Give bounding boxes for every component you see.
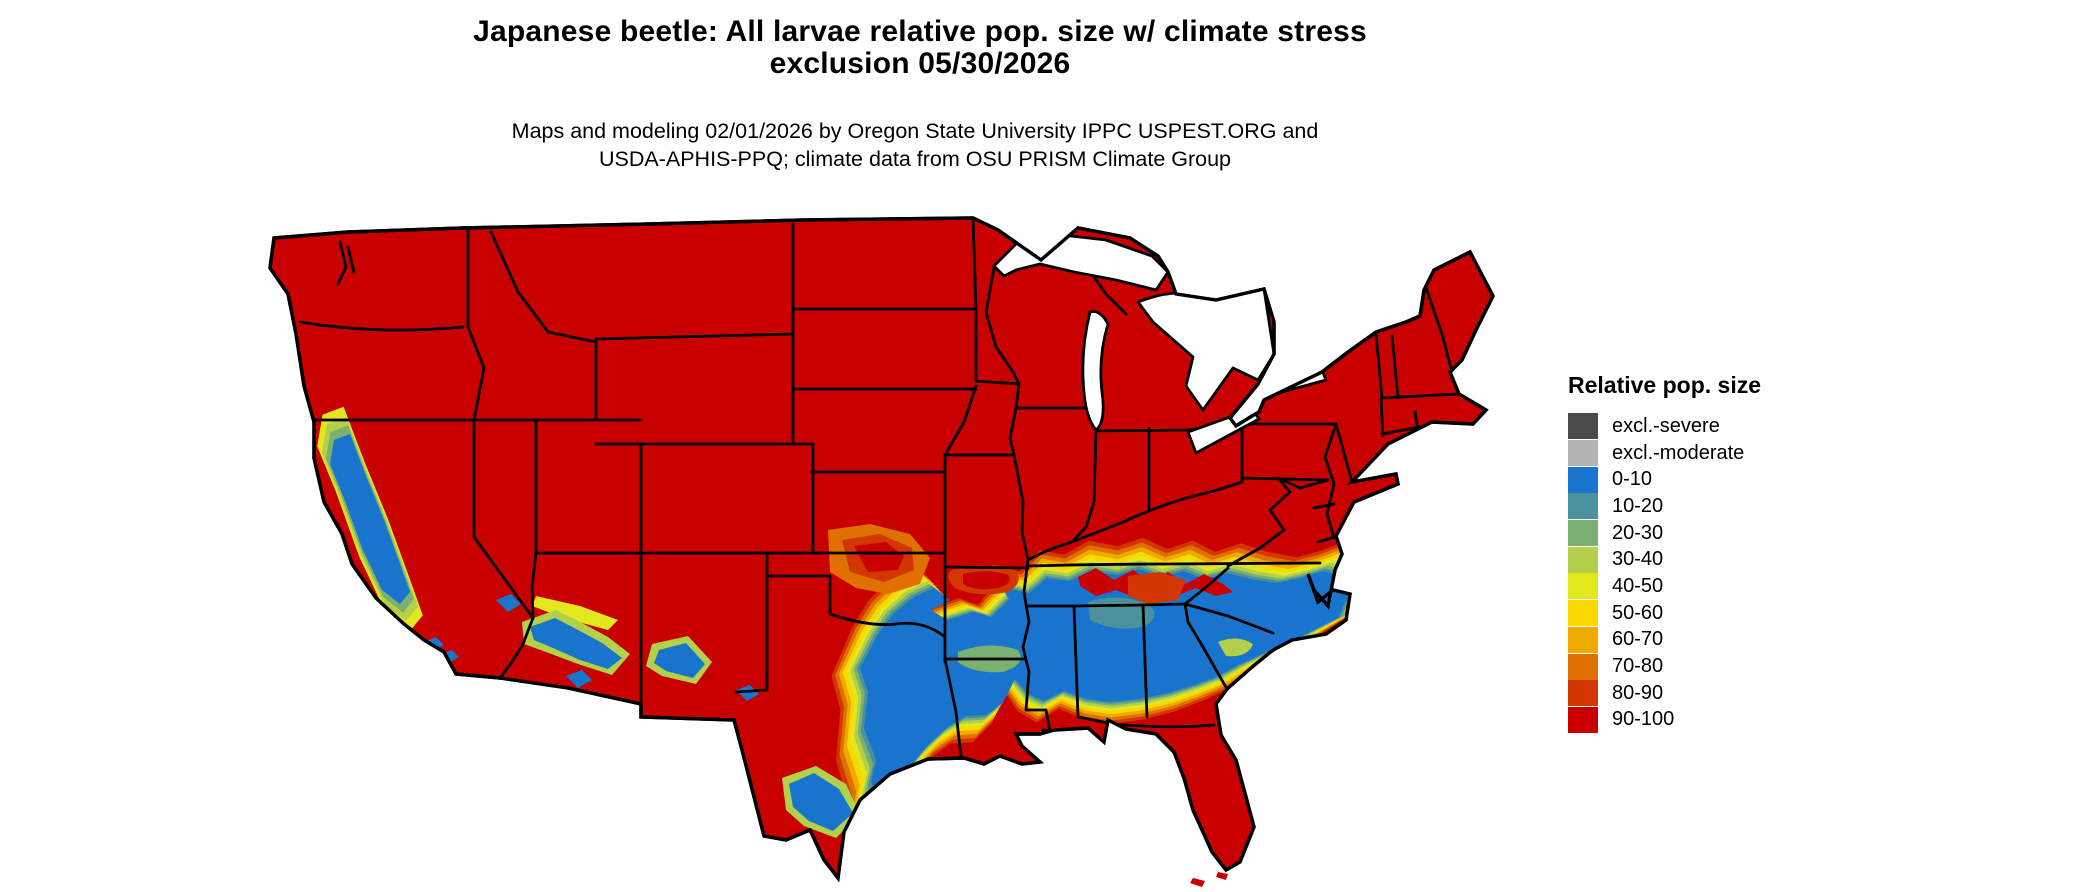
legend-item: 10-20 — [1568, 493, 1878, 520]
legend-item-label: 50-60 — [1612, 601, 1664, 624]
legend-swatch — [1568, 600, 1598, 627]
legend-item: excl.-severe — [1568, 413, 1878, 440]
legend-item-label: 70-80 — [1612, 655, 1664, 678]
legend-item: 40-50 — [1568, 573, 1878, 600]
legend-swatch — [1568, 520, 1598, 547]
legend-item: 90-100 — [1568, 706, 1878, 734]
legend-swatch — [1568, 626, 1598, 653]
legend-swatch — [1568, 706, 1598, 733]
legend-swatch — [1568, 440, 1598, 467]
legend-item: excl.-moderate — [1568, 440, 1878, 467]
us-risk-map — [228, 172, 1538, 887]
legend-swatch — [1568, 493, 1598, 520]
page-subtitle: Maps and modeling 02/01/2026 by Oregon S… — [0, 118, 1830, 174]
legend-swatch — [1568, 546, 1598, 573]
legend-item: 20-30 — [1568, 520, 1878, 547]
page-title: Japanese beetle: All larvae relative pop… — [0, 15, 1840, 81]
legend-swatch — [1568, 413, 1598, 440]
legend-item: 50-60 — [1568, 600, 1878, 627]
title-line-1: Japanese beetle: All larvae relative pop… — [473, 15, 1367, 48]
legend-item-label: excl.-severe — [1612, 414, 1720, 437]
legend-item: 30-40 — [1568, 546, 1878, 573]
legend-swatch — [1568, 680, 1598, 707]
arkansas-red-patch — [948, 566, 1019, 595]
legend-swatch — [1568, 573, 1598, 600]
legend-item: 80-90 — [1568, 680, 1878, 707]
florida-keys — [1190, 872, 1228, 887]
subtitle-line-1: Maps and modeling 02/01/2026 by Oregon S… — [511, 119, 1319, 143]
southwest-scatter — [424, 594, 860, 838]
legend-item: 60-70 — [1568, 626, 1878, 654]
legend: Relative pop. size excl.-severe excl.-mo… — [1568, 372, 1878, 733]
legend-swatch — [1568, 466, 1598, 493]
legend-item-label: 40-50 — [1612, 574, 1664, 597]
tennessee-orange-patch — [1128, 572, 1186, 604]
band-ygreen-mottle — [1218, 638, 1253, 657]
legend-swatch — [1568, 653, 1598, 680]
subtitle-line-2: USDA-APHIS-PPQ; climate data from OSU PR… — [598, 146, 1232, 171]
legend-title: Relative pop. size — [1568, 372, 1762, 398]
us-map-svg — [268, 216, 1495, 887]
legend-item-label: 80-90 — [1612, 681, 1664, 704]
legend-item-label: 20-30 — [1612, 521, 1664, 544]
state-borders — [298, 218, 1460, 759]
legend-item: 70-80 — [1568, 653, 1878, 680]
legend-item-label: excl.-moderate — [1612, 441, 1745, 464]
legend-item-label: 60-70 — [1612, 628, 1664, 651]
legend-item: 0-10 — [1568, 466, 1878, 493]
oklahoma-hot-blob — [828, 524, 930, 594]
legend-item-label: 0-10 — [1612, 468, 1653, 491]
legend-item-label: 10-20 — [1612, 494, 1664, 517]
legend-item-label: 90-100 — [1612, 708, 1675, 731]
title-line-2: exclusion 05/30/2026 — [769, 47, 1071, 81]
legend-item-label: 30-40 — [1612, 548, 1664, 571]
lake-michigan — [1081, 310, 1110, 432]
